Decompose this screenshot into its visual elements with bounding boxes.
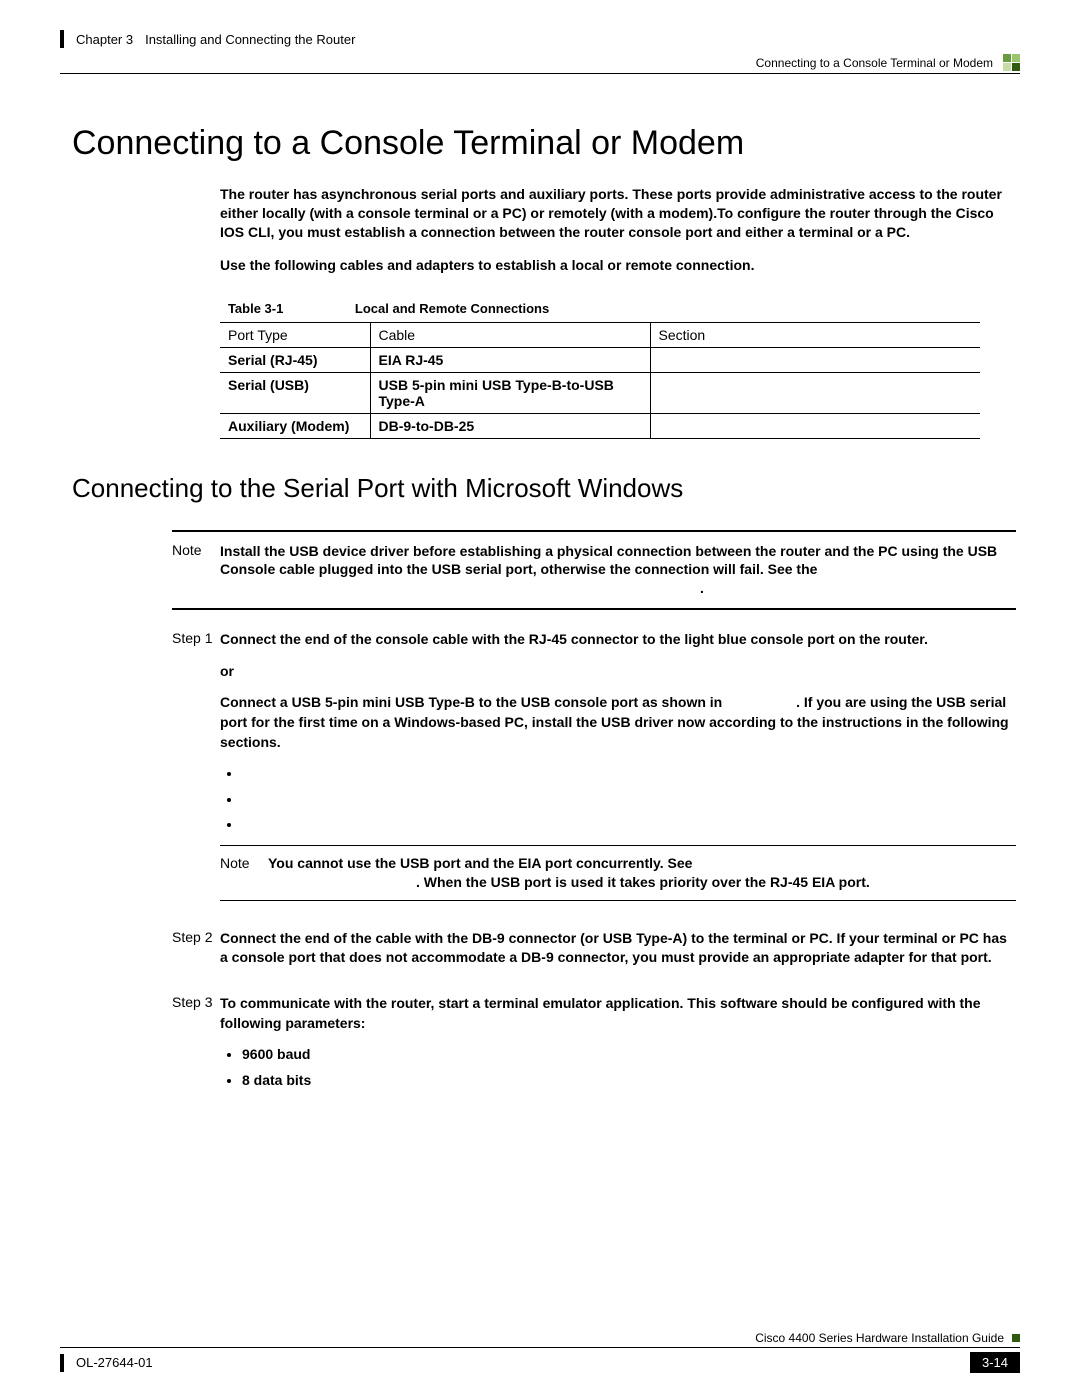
note-block: Note Install the USB device driver befor… — [172, 530, 1016, 611]
step-paragraph: To communicate with the router, start a … — [220, 994, 1016, 1033]
intro-block: The router has asynchronous serial ports… — [220, 185, 1016, 275]
step-row: Step 1 Connect the end of the console ca… — [172, 630, 1016, 915]
table-cell: DB-9-to-DB-25 — [370, 413, 650, 438]
intro-paragraph: The router has asynchronous serial ports… — [220, 185, 1016, 242]
step-label: Step 1 — [172, 630, 220, 915]
page-footer: Cisco 4400 Series Hardware Installation … — [60, 1331, 1020, 1373]
step-label: Step 3 — [172, 994, 220, 1100]
table-caption-label: bTable 3-1 — [220, 301, 283, 316]
table-caption-title: LLocal and Remote Connections — [347, 301, 549, 316]
breadcrumb-row: Connecting to a Console Terminal or Mode… — [60, 54, 1020, 71]
list-item — [242, 790, 1016, 810]
inner-note: Note You cannot use the USB port and the… — [220, 845, 1016, 901]
table-header: Section — [650, 322, 980, 347]
table-cell: USB 5-pin mini USB Type-B-to-USB Type-A — [370, 372, 650, 413]
table-header: Cable — [370, 322, 650, 347]
section-title: Connecting to the Serial Port with Micro… — [72, 473, 1020, 504]
table-cell: EIA RJ-45 — [370, 347, 650, 372]
intro-paragraph: Use the following cables and adapters to… — [220, 256, 1016, 275]
footer-doc-id: OL-27644-01 — [76, 1355, 153, 1370]
table-cell: Serial (RJ-45) — [220, 347, 370, 372]
table-cell: Auxiliary (Modem) — [220, 413, 370, 438]
note-label: Note — [172, 542, 220, 599]
footer-guide-title: Cisco 4400 Series Hardware Installation … — [755, 1331, 1004, 1345]
step-body: To communicate with the router, start a … — [220, 994, 1016, 1100]
list-item: 9600 baud — [242, 1045, 1016, 1065]
step-paragraph: Connect a USB 5-pin mini USB Type-B to t… — [220, 693, 1016, 752]
list-item — [242, 764, 1016, 784]
step-body: Connect the end of the cable with the DB… — [220, 929, 1016, 980]
table-cell — [650, 372, 980, 413]
chapter-title: Installing and Connecting the Router — [145, 32, 355, 47]
footer-square-icon — [1012, 1334, 1020, 1342]
step-or: or — [220, 662, 1016, 682]
note-body: You cannot use the USB port and the EIA … — [268, 854, 870, 892]
table-caption: bTable 3-1 LLocal and Remote Connections — [220, 301, 1020, 316]
page-header: Chapter 3 Installing and Connecting the … — [60, 30, 1020, 48]
table-cell — [650, 347, 980, 372]
chapter-label: Chapter 3 — [76, 32, 133, 47]
step-label: Step 2 — [172, 929, 220, 980]
step-bullet-list: 9600 baud 8 data bits — [242, 1045, 1016, 1090]
table-row: Serial (USB)USB 5-pin mini USB Type-B-to… — [220, 372, 980, 413]
corner-squares-icon — [1003, 54, 1020, 71]
step-row: Step 3 To communicate with the router, s… — [172, 994, 1016, 1100]
step-bullet-list — [242, 764, 1016, 835]
crop-mark-icon — [60, 30, 64, 48]
table-cell — [650, 413, 980, 438]
page-number-badge: 3-14 — [970, 1352, 1020, 1373]
table-row: Auxiliary (Modem)DB-9-to-DB-25 — [220, 413, 980, 438]
step-body: Connect the end of the console cable wit… — [220, 630, 1016, 915]
table-row: Serial (RJ-45)EIA RJ-45 — [220, 347, 980, 372]
list-item — [242, 815, 1016, 835]
page-title: Connecting to a Console Terminal or Mode… — [72, 124, 1020, 163]
table-cell: Serial (USB) — [220, 372, 370, 413]
note-body: Install the USB device driver before est… — [220, 542, 1016, 599]
table-header: Port Type — [220, 322, 370, 347]
breadcrumb: Connecting to a Console Terminal or Mode… — [756, 56, 993, 70]
table-header-row: Port Type Cable Section — [220, 322, 980, 347]
step-paragraph: Connect the end of the cable with the DB… — [220, 929, 1016, 968]
step-paragraph: Connect the end of the console cable wit… — [220, 630, 1016, 650]
step-row: Step 2 Connect the end of the cable with… — [172, 929, 1016, 980]
header-rule — [60, 73, 1020, 74]
connections-table: Port Type Cable Section Serial (RJ-45)EI… — [220, 322, 980, 439]
note-label: Note — [220, 854, 268, 892]
crop-mark-icon — [60, 1354, 64, 1372]
list-item: 8 data bits — [242, 1071, 1016, 1091]
